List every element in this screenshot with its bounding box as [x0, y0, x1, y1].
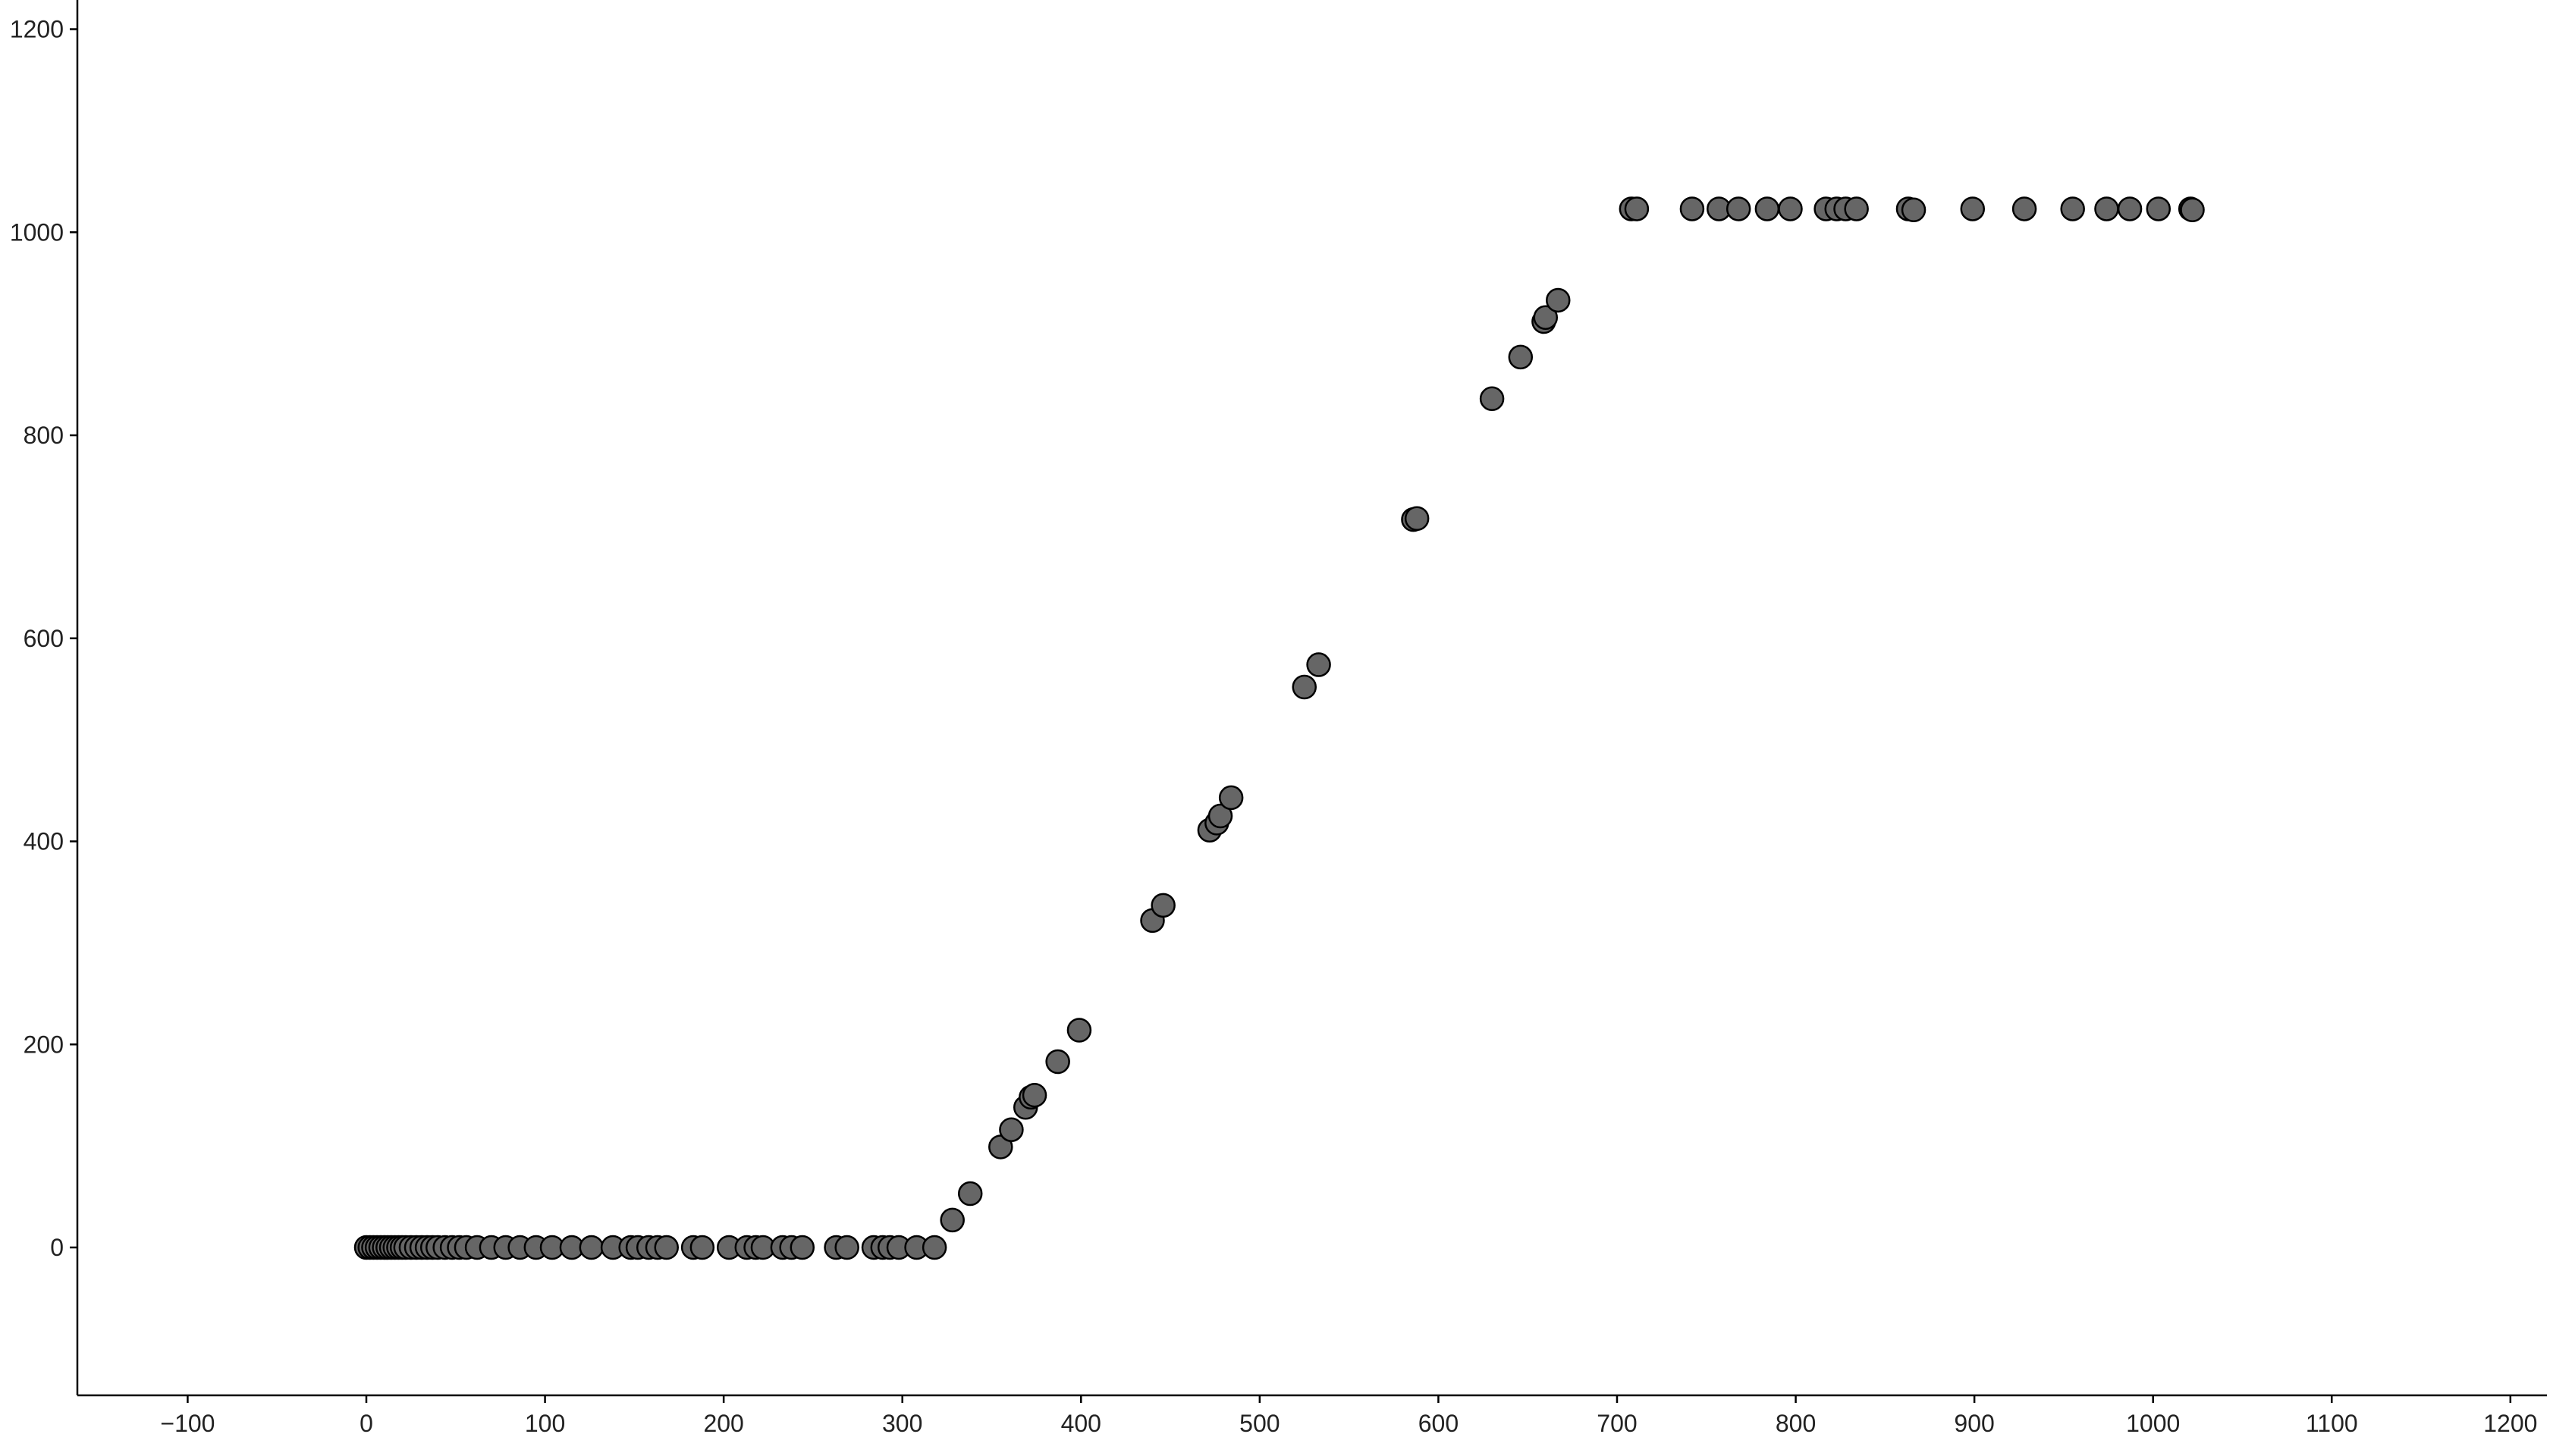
data-point: [1066, 1018, 1092, 1043]
y-tick-label: 800: [24, 422, 64, 449]
data-point: [940, 1207, 965, 1233]
data-point: [1778, 196, 1803, 221]
y-tick-label: 0: [50, 1234, 64, 1261]
data-point: [2094, 196, 2119, 221]
data-point: [1624, 196, 1650, 221]
data-point: [1508, 344, 1534, 370]
data-point: [1844, 196, 1869, 221]
data-point: [2180, 197, 2205, 223]
x-tick-label: 300: [882, 1410, 922, 1437]
data-point: [922, 1235, 947, 1260]
x-axis-ticks: −100 0 100 200 300 400 500 600 700 800 900 1000 1100…: [160, 1395, 2537, 1437]
y-axis-ticks: 0 200 400 600 800 1000 1200: [10, 16, 77, 1261]
data-point: [790, 1235, 815, 1260]
data-point: [1726, 196, 1751, 221]
data-point: [1546, 287, 1571, 313]
data-points: [353, 196, 2205, 1260]
data-point: [1404, 506, 1430, 532]
x-tick-label: 200: [703, 1410, 743, 1437]
data-point: [1045, 1049, 1070, 1075]
y-tick-label: 1200: [10, 16, 64, 43]
x-tick-label: −100: [160, 1410, 215, 1437]
data-point: [2117, 196, 2143, 221]
data-point: [1533, 305, 1559, 330]
data-point: [2060, 196, 2085, 221]
x-tick-label: 100: [525, 1410, 565, 1437]
x-tick-label: 400: [1061, 1410, 1101, 1437]
x-tick-label: 600: [1418, 1410, 1459, 1437]
x-tick-label: 800: [1776, 1410, 1816, 1437]
data-point: [957, 1181, 983, 1207]
data-point: [689, 1235, 715, 1260]
axes: [76, 0, 2547, 1397]
y-tick-label: 1000: [10, 218, 64, 246]
data-point: [2011, 196, 2037, 221]
y-tick-label: 200: [24, 1031, 64, 1058]
data-point: [1960, 196, 1986, 221]
x-tick-label: 500: [1239, 1410, 1280, 1437]
data-point: [654, 1235, 680, 1260]
data-point: [1479, 386, 1505, 412]
data-point: [579, 1235, 604, 1260]
x-tick-label: 0: [360, 1410, 373, 1437]
data-point: [1151, 893, 1176, 918]
x-tick-label: 1100: [2306, 1410, 2358, 1437]
data-point: [1306, 652, 1331, 677]
data-point: [834, 1235, 859, 1260]
x-tick-label: 1000: [2126, 1410, 2180, 1437]
data-point: [1022, 1082, 1047, 1108]
data-point: [1292, 674, 1317, 700]
y-tick-label: 400: [24, 828, 64, 855]
data-point: [1754, 196, 1780, 221]
data-point: [1218, 785, 1244, 811]
x-tick-label: 1200: [2483, 1410, 2537, 1437]
x-tick-label: 900: [1954, 1410, 1994, 1437]
data-point: [2146, 196, 2171, 221]
data-point: [999, 1117, 1024, 1142]
y-tick-label: 600: [24, 625, 64, 652]
x-tick-label: 700: [1597, 1410, 1637, 1437]
data-point: [1901, 197, 1927, 223]
data-point: [1207, 803, 1233, 829]
data-point: [1679, 196, 1705, 221]
